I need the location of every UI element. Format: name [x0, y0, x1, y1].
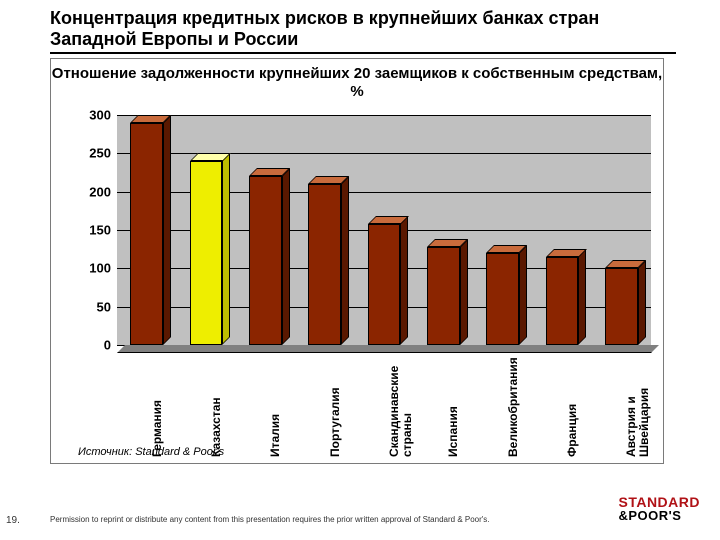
y-tick-label: 200 — [51, 184, 111, 199]
y-tick-label: 300 — [51, 108, 111, 123]
page-number: 19. — [6, 515, 20, 526]
bar — [486, 253, 519, 345]
logo-line2: &POOR'S — [618, 510, 700, 522]
y-tick-label: 150 — [51, 223, 111, 238]
chart-source: Источник: Standard & Poor's — [78, 446, 224, 458]
bars-group — [117, 115, 651, 345]
chart-container: Отношение задолженности крупнейших 20 за… — [50, 58, 664, 464]
bar — [368, 224, 401, 345]
y-tick-label: 100 — [51, 261, 111, 276]
x-tick-label: Италия — [269, 414, 282, 457]
bar — [249, 176, 282, 345]
bar — [308, 184, 341, 345]
x-tick-label: Испания — [447, 406, 460, 457]
x-tick-label: Великобритания — [507, 357, 520, 457]
footer-text: Permission to reprint or distribute any … — [50, 515, 490, 524]
plot-floor — [117, 345, 659, 353]
slide-title: Концентрация кредитных рисков в крупнейш… — [50, 8, 676, 54]
x-tick-label: Скандинавские страны — [388, 366, 413, 457]
chart-title: Отношение задолженности крупнейших 20 за… — [51, 65, 663, 101]
bar — [427, 247, 460, 345]
y-tick-label: 50 — [51, 299, 111, 314]
bar — [190, 161, 223, 345]
bar — [605, 268, 638, 345]
x-tick-label: Франция — [566, 404, 579, 457]
bar — [546, 257, 579, 345]
x-tick-label: Австрия и Швейцария — [625, 388, 650, 457]
x-tick-label: Португалия — [329, 387, 342, 457]
sp-logo: STANDARD &POOR'S — [618, 496, 700, 522]
bar — [130, 123, 163, 345]
y-tick-label: 250 — [51, 146, 111, 161]
y-tick-label: 0 — [51, 338, 111, 353]
